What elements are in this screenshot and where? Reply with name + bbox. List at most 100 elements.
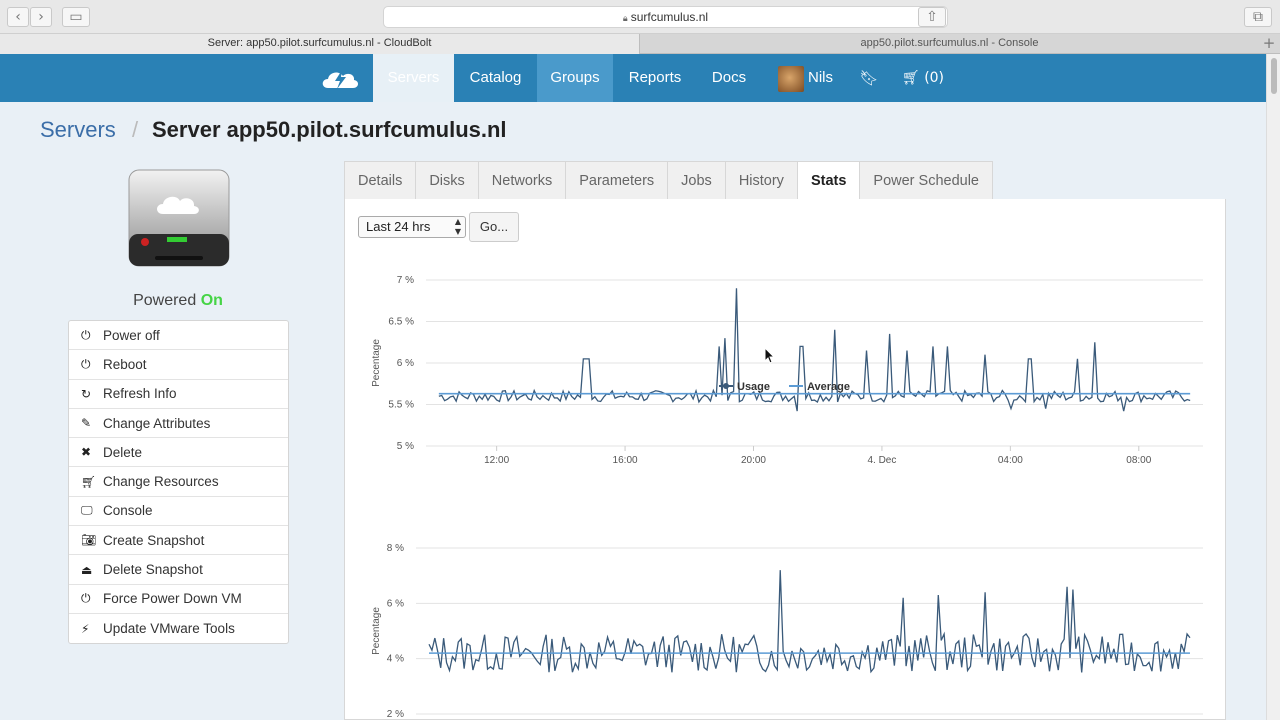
y-tick-label: 6 % <box>397 358 414 369</box>
x-tick-label: 16:00 <box>613 455 638 466</box>
y-axis-label: Pecentage <box>371 339 382 387</box>
y-tick-label: 6 % <box>387 598 404 609</box>
tabs-overview-button[interactable]: ⧉ <box>1244 7 1272 27</box>
tab-jobs[interactable]: Jobs <box>667 161 725 200</box>
legend-average-label: Average <box>807 381 850 393</box>
camera-icon: 📷︎ <box>81 533 97 548</box>
action-label: Change Attributes <box>103 415 211 431</box>
action-update-vmware-tools[interactable]: ⚡︎ Update VMware Tools <box>69 614 288 643</box>
usage-series-line <box>428 570 1191 674</box>
avatar <box>778 66 804 92</box>
y-tick-label: 7 % <box>397 275 414 286</box>
monitor-icon: 🖵 <box>81 503 93 518</box>
action-delete[interactable]: ✖ Delete <box>69 438 288 468</box>
time-range-value: Last 24 hrs <box>366 219 431 234</box>
nav-reports[interactable]: Reports <box>628 69 682 86</box>
nav-groups[interactable]: Groups <box>537 54 613 102</box>
power-status: Powered On <box>68 292 288 310</box>
cpu-stats-chart: CPU Stats from VMwarePecentage5 %5.5 %6 … <box>371 275 1203 466</box>
power-status-state: On <box>200 292 223 309</box>
tab-stats[interactable]: Stats <box>796 161 860 200</box>
y-axis-label: Pecentage <box>371 607 382 655</box>
browser-tab-cloudbolt[interactable]: Server: app50.pilot.surfcumulus.nl - Clo… <box>0 34 640 54</box>
power-icon: ⏻ <box>81 356 91 371</box>
x-tick-label: 4. Dec <box>867 455 896 466</box>
bolt-icon: ⚡︎ <box>81 621 90 636</box>
breadcrumb-servers[interactable]: Servers <box>40 117 116 142</box>
action-delete-snapshot[interactable]: ⏏ Delete Snapshot <box>69 555 288 585</box>
main-content: Servers / Server app50.pilot.surfcumulus… <box>0 102 1266 720</box>
nav-servers[interactable]: Servers <box>373 54 454 102</box>
y-tick-label: 5.5 % <box>388 400 414 411</box>
x-tick-label: 08:00 <box>1126 455 1151 466</box>
browser-toolbar: ‹ › ▭ 🔒︎surfcumulus.nl ↻ ⇧ ⧉ <box>0 0 1280 34</box>
legend-usage-dot <box>723 383 729 389</box>
action-change-resources[interactable]: 🛒︎ Change Resources <box>69 467 288 497</box>
address-bar[interactable]: 🔒︎surfcumulus.nl ↻ <box>383 6 948 28</box>
tab-parameters[interactable]: Parameters <box>565 161 668 200</box>
select-arrows-icon: ▲ ▼ <box>454 217 461 236</box>
sidebar-toggle-button[interactable]: ▭ <box>62 7 90 27</box>
tab-networks[interactable]: Networks <box>477 161 566 200</box>
refresh-icon: ↻ <box>81 386 92 401</box>
cart-button[interactable]: 🛒︎ (0) <box>898 54 948 102</box>
memory-stats-chart: Memory Stats from VMwarePecentage2 %4 %6… <box>371 543 1203 720</box>
tab-disks[interactable]: Disks <box>415 161 478 200</box>
nav-catalog[interactable]: Catalog <box>469 69 522 86</box>
action-label: Power off <box>103 327 160 343</box>
nav-user[interactable]: Nils <box>770 54 845 102</box>
x-icon: ✖ <box>81 445 92 460</box>
action-label: Console <box>103 503 153 519</box>
url-text: surfcumulus.nl <box>630 10 709 24</box>
action-label: Change Resources <box>103 474 219 490</box>
x-tick-label: 20:00 <box>741 455 766 466</box>
server-actions: ⏻ Power off ⏻ Reboot ↻ Refresh Info ✎ Change At… <box>68 320 289 645</box>
action-label: Refresh Info <box>103 386 177 402</box>
power-status-label: Powered <box>133 292 197 309</box>
stats-panel <box>344 199 1226 720</box>
action-force-power-down-vm[interactable]: ⏻ Force Power Down VM <box>69 585 288 614</box>
eject-icon: ⏏ <box>81 562 93 577</box>
nav-docs[interactable]: Docs <box>711 69 747 86</box>
legend-usage-label: Usage <box>737 381 770 393</box>
action-change-attributes[interactable]: ✎ Change Attributes <box>69 409 288 439</box>
time-range-select[interactable]: Last 24 hrs ▲ ▼ <box>358 216 466 238</box>
page-title: Server app50.pilot.surfcumulus.nl <box>152 117 507 142</box>
cloudbolt-logo[interactable] <box>320 66 360 90</box>
browser-tabs: Server: app50.pilot.surfcumulus.nl - Clo… <box>0 34 1280 54</box>
y-tick-label: 2 % <box>387 709 404 720</box>
tab-power-schedule[interactable]: Power Schedule <box>859 161 993 200</box>
page-scrollbar[interactable] <box>1266 54 1280 720</box>
y-tick-label: 8 % <box>387 543 404 554</box>
y-tick-label: 4 % <box>387 654 404 665</box>
tab-history[interactable]: History <box>724 161 797 200</box>
action-label: Reboot <box>103 356 147 372</box>
forward-button[interactable]: › <box>30 7 52 27</box>
back-button[interactable]: ‹ <box>7 7 29 27</box>
x-tick-label: 04:00 <box>998 455 1023 466</box>
power-icon: ⏻ <box>81 327 91 342</box>
main-navbar: Servers Catalog Groups Reports Docs Nils… <box>0 54 1266 102</box>
action-refresh-info[interactable]: ↻ Refresh Info <box>69 380 288 409</box>
cart-count: (0) <box>924 70 945 86</box>
y-tick-label: 6.5 % <box>388 317 414 328</box>
lock-icon: 🔒︎ <box>622 13 628 23</box>
tab-details[interactable]: Details <box>344 161 416 200</box>
x-tick-label: 12:00 <box>484 455 509 466</box>
action-reboot[interactable]: ⏻ Reboot <box>69 350 288 380</box>
server-drive-icon <box>128 169 230 267</box>
scrollbar-thumb[interactable] <box>1271 58 1277 94</box>
pencil-icon: ✎ <box>81 416 92 431</box>
action-label: Update VMware Tools <box>103 621 235 637</box>
y-tick-label: 5 % <box>397 441 414 452</box>
action-power-off[interactable]: ⏻ Power off <box>69 321 288 351</box>
action-console[interactable]: 🖵 Console <box>69 497 288 527</box>
bookmark-icon[interactable]: 🔖︎ <box>859 69 879 87</box>
power-icon: ⏻ <box>81 591 91 606</box>
go-button[interactable]: Go... <box>469 212 519 242</box>
share-button[interactable]: ⇧ <box>918 7 946 27</box>
browser-tab-console[interactable]: app50.pilot.surfcumulus.nl - Console <box>860 37 1039 49</box>
cart-icon: 🛒︎ <box>901 70 920 86</box>
new-tab-icon[interactable]: + <box>1262 34 1276 52</box>
action-create-snapshot[interactable]: 📷︎ Create Snapshot <box>69 526 288 556</box>
